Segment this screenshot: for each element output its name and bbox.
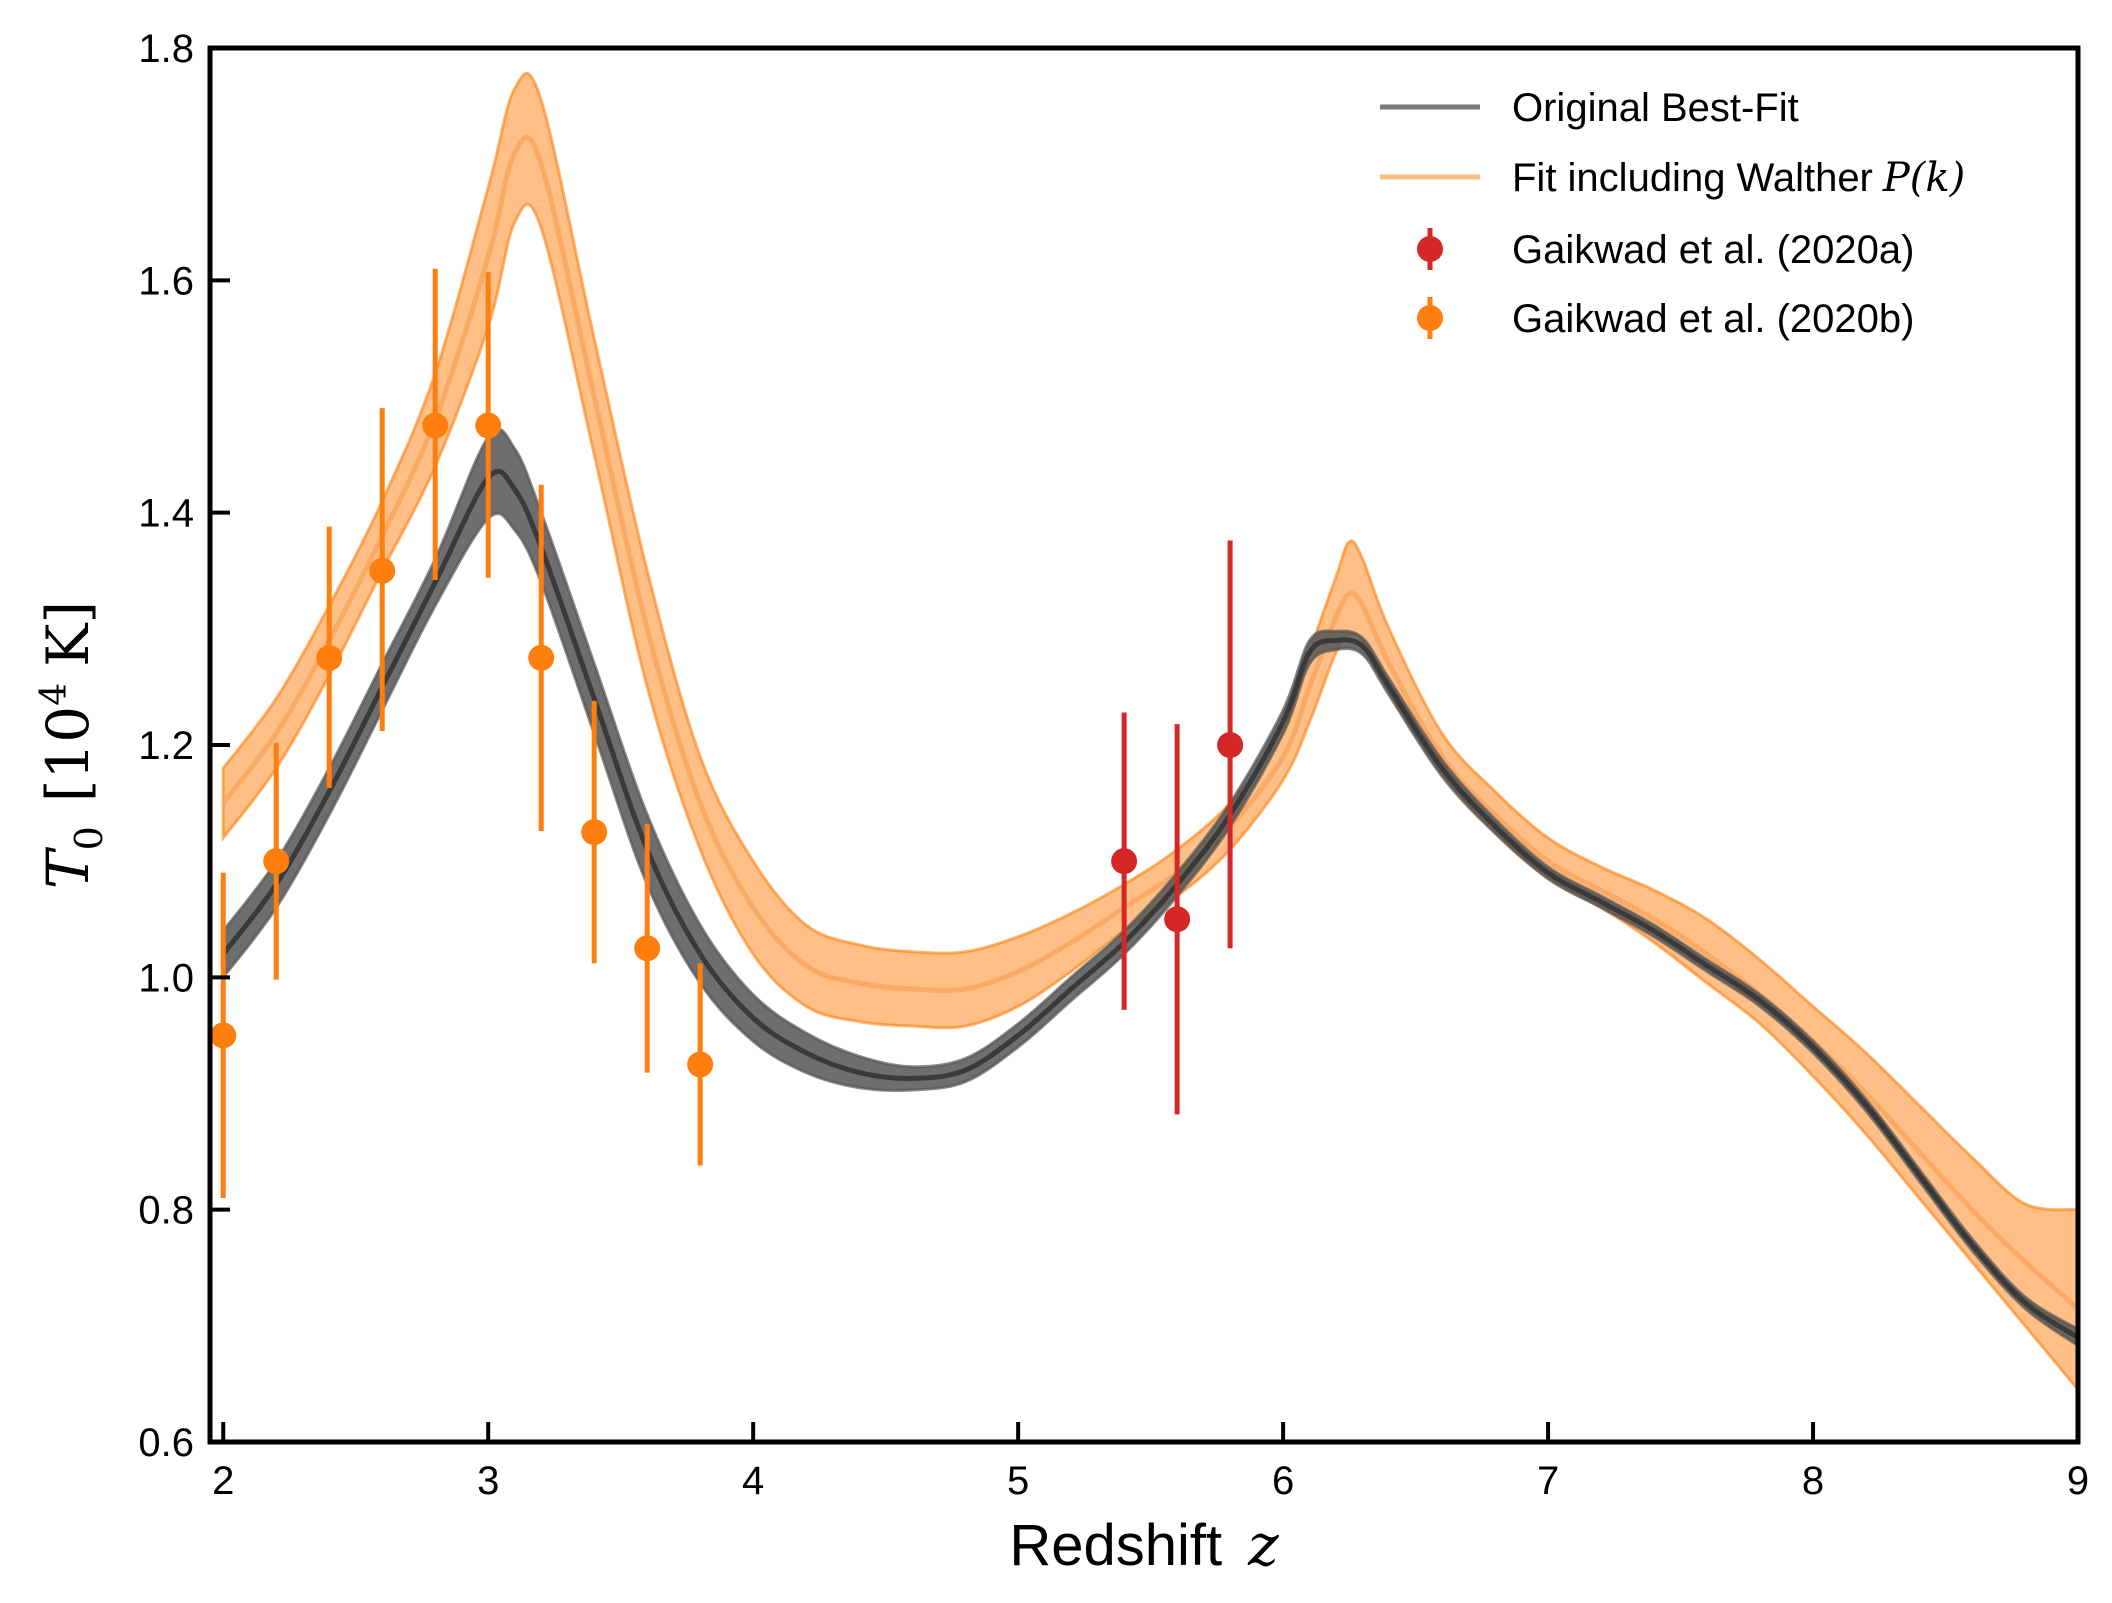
y-tick-label-1.0: 1.0 [138,956,194,1000]
point-2020b-3 [369,557,396,584]
x-axis: 2 3 4 5 6 7 8 9 [212,1422,2089,1503]
point-2020b-8 [634,935,661,962]
y-axis-unit: K [34,622,102,667]
y-tick-label-1.4: 1.4 [138,492,194,536]
x-tick-label-9: 9 [2067,1459,2089,1503]
x-axis-symbol: z [1247,1511,1279,1579]
y-axis-subscript: 0 [67,826,111,850]
x-axis-label: Redshift [1009,1513,1222,1578]
legend-label-walther: Fit including Walther P(k) [1512,155,1965,201]
point-2020b-1 [263,848,290,875]
y-tick-label-1.6: 1.6 [138,259,194,303]
point-2020b-0 [210,1022,237,1049]
legend-label-2020b: Gaikwad et al. (2020b) [1512,297,1914,341]
x-tick-label-8: 8 [1802,1459,1824,1503]
point-2020b-4 [422,412,449,439]
y-tick-label-0.8: 0.8 [138,1189,194,1233]
line-original [221,468,2078,1340]
point-2020b-6 [528,644,555,671]
x-tick-label-7: 7 [1537,1459,1559,1503]
y-axis-unit-base: 10 [34,706,102,780]
x-tick-label-4: 4 [742,1459,764,1503]
x-tick-label-6: 6 [1272,1459,1294,1503]
x-axis-title: Redshift z [1009,1511,1279,1579]
legend-label-walther-math: P(k) [1882,155,1965,201]
y-axis-symbol: T [34,846,102,889]
point-2020a-1 [1164,906,1191,933]
legend-marker-2020b [1417,297,1443,339]
legend-marker-2020a [1417,228,1443,270]
point-2020b-5 [475,412,502,439]
point-2020a-2 [1217,732,1244,758]
x-tick-label-3: 3 [477,1459,499,1503]
y-axis-unit-open: [ [34,780,102,803]
y-tick-label-1.2: 1.2 [138,724,194,768]
error-bars [210,268,1244,1199]
point-2020b-7 [581,819,608,846]
point-2020b-9 [687,1051,714,1078]
legend-label-walther-text: Fit including Walther [1512,156,1873,200]
y-axis-unit-close: ] [34,601,102,624]
legend: Original Best-Fit Fit including Walther P… [1380,86,1965,341]
x-tick-label-5: 5 [1007,1459,1029,1503]
legend-label-2020a: Gaikwad et al. (2020a) [1512,228,1914,272]
point-2020b-2 [316,644,343,671]
y-axis: 0.6 0.8 1.0 1.2 1.4 1.6 1.8 [138,27,230,1465]
y-tick-label-0.6: 0.6 [138,1421,194,1465]
x-tick-label-2: 2 [212,1459,234,1503]
y-axis-unit-exp: 4 [34,683,75,706]
y-tick-label-1.8: 1.8 [138,27,194,71]
legend-label-original: Original Best-Fit [1512,86,1799,130]
y-axis-title: T0 [104 K] [34,601,111,889]
point-2020a-0 [1111,848,1138,875]
